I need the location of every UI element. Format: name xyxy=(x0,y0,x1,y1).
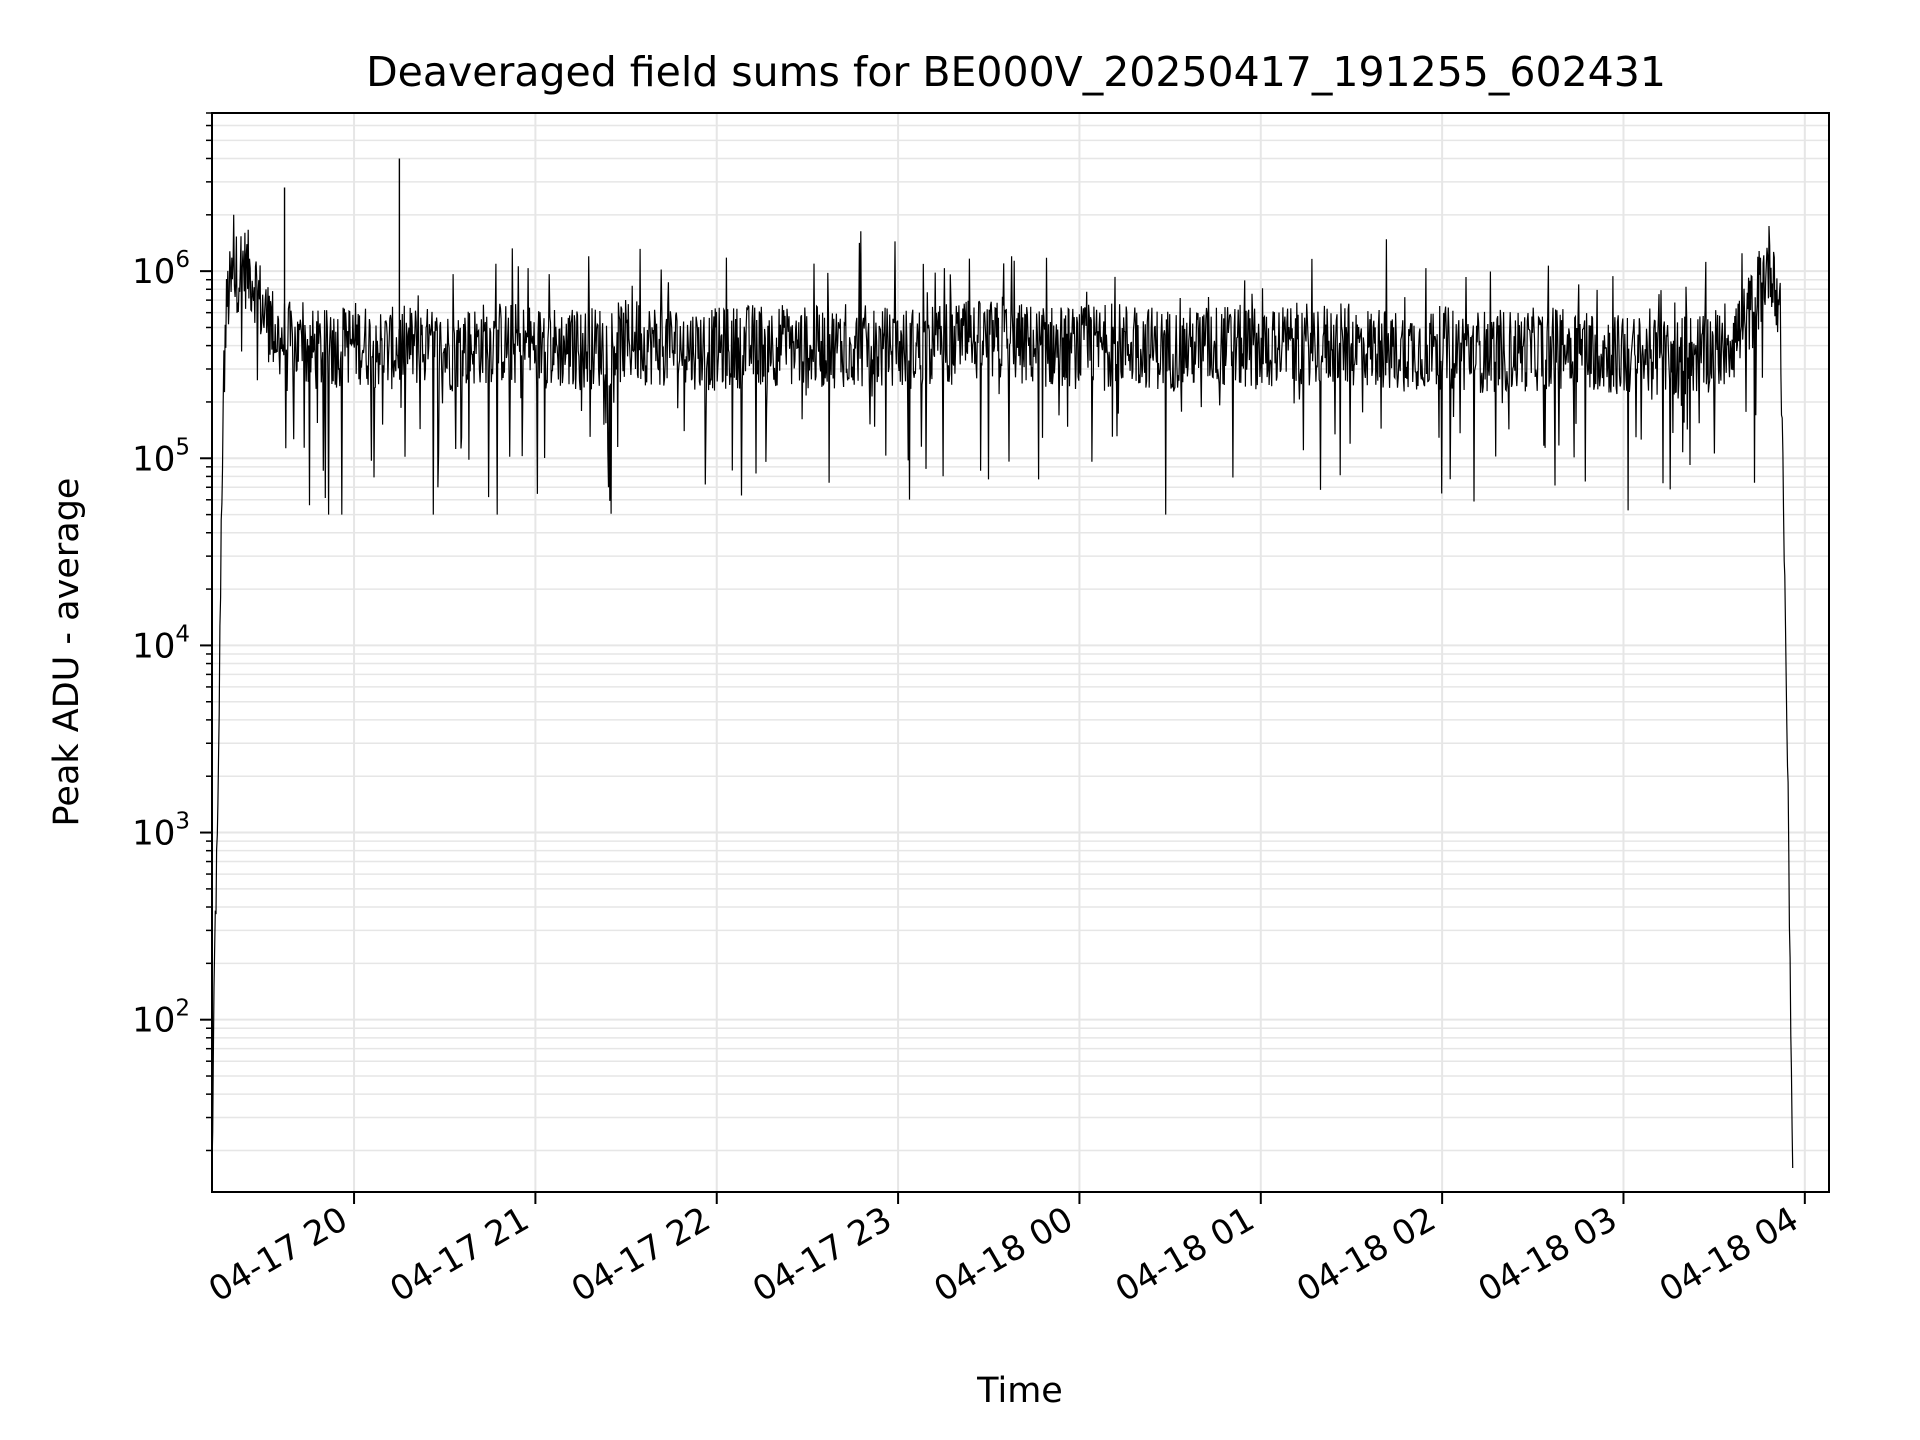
y-tick-label: 105 xyxy=(132,434,190,479)
y-tick-label: 106 xyxy=(132,247,190,292)
series-layer xyxy=(211,158,1794,1169)
x-tick-label: 04-17 23 xyxy=(746,1199,898,1310)
chart-title: Deaveraged field sums for BE000V_2025041… xyxy=(366,48,1666,96)
plot-frame xyxy=(211,112,1830,1193)
y-axis-label: Peak ADU - average xyxy=(47,478,87,827)
x-tick-label: 04-18 01 xyxy=(1109,1199,1261,1310)
x-tick-label: 04-18 00 xyxy=(928,1199,1080,1310)
x-axis: 04-17 20 04-17 21 04-17 22 04-17 23 04-18 00… xyxy=(202,1192,1806,1310)
data-series-line xyxy=(211,214,1794,1169)
x-tick-label: 04-18 04 xyxy=(1653,1199,1805,1310)
x-tick-label: 04-18 03 xyxy=(1472,1199,1624,1310)
y-tick-label: 103 xyxy=(132,809,190,854)
x-tick-label: 04-18 02 xyxy=(1290,1199,1442,1310)
x-axis-label: Time xyxy=(976,1371,1063,1411)
y-tick-label: 102 xyxy=(132,996,190,1041)
x-tick-label: 04-17 20 xyxy=(202,1199,354,1310)
x-tick-label: 04-17 22 xyxy=(565,1199,717,1310)
grid xyxy=(212,112,1829,1192)
x-tick-label: 04-17 21 xyxy=(384,1199,536,1310)
y-tick-label: 104 xyxy=(132,621,190,666)
y-axis: 102 103 104 105 106 xyxy=(132,112,212,1152)
